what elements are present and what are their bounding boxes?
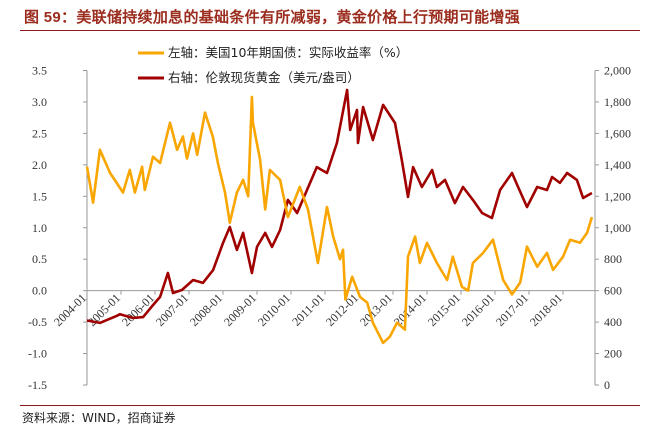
right-axis-tick-label: 2,000	[604, 64, 631, 78]
title-divider	[20, 30, 640, 31]
right-axis-tick-label: 200	[604, 347, 622, 361]
left-axis-tick-label: -1.0	[28, 347, 47, 361]
right-axis-tick-label: 800	[604, 252, 622, 266]
x-axis-tick-label: 2004-01	[51, 291, 89, 329]
series-line-gold-price	[86, 88, 593, 325]
x-axis-tick-label: 2011-01	[289, 291, 327, 329]
source-note: 资料来源：WIND，招商证券	[22, 411, 176, 425]
left-axis-tick-label: 2.5	[32, 126, 47, 140]
left-axis-tick-label: 3.0	[32, 95, 47, 109]
left-axis-tick-label: 1.0	[32, 221, 47, 235]
right-axis-tick-label: 0	[604, 378, 610, 392]
x-axis-tick-label: 2009-01	[221, 291, 259, 329]
left-axis-tick-label: 2.0	[32, 158, 47, 172]
legend: 左轴：美国10年期国债：实际收益率（%） 右轴：伦敦现货黄金（美元/盎司）	[138, 45, 408, 85]
x-axis-tick-label: 2006-01	[119, 291, 157, 329]
figure-number: 图 59：	[24, 9, 77, 26]
right-axis-tick-label: 400	[604, 315, 622, 329]
left-axis-tick-label: 1.5	[32, 189, 47, 203]
legend-label-gold: 右轴：伦敦现货黄金（美元/盎司）	[168, 70, 360, 85]
right-axis-tick-label: 1,200	[604, 189, 631, 203]
x-axis-tick-label: 2018-01	[527, 291, 565, 329]
series-line-real-yield	[85, 95, 594, 345]
x-axis-tick-label: 2005-01	[85, 291, 123, 329]
right-axis-tick-label: 1,400	[604, 158, 631, 172]
left-axis-tick-label: 3.5	[32, 64, 47, 78]
left-axis-tick-label: -1.5	[28, 378, 47, 392]
source-divider	[20, 405, 640, 406]
left-axis-tick-label: 0.5	[32, 252, 47, 266]
right-axis-tick-label: 600	[604, 284, 622, 298]
x-axis-tick-label: 2015-01	[425, 291, 463, 329]
x-axis-tick-label: 2012-01	[323, 291, 361, 329]
chart-title: 图 59：美联储持续加息的基础条件有所减弱，黄金价格上行预期可能增强	[24, 6, 520, 27]
right-axis-tick-label: 1,000	[604, 221, 631, 235]
chart-title-text: 美联储持续加息的基础条件有所减弱，黄金价格上行预期可能增强	[76, 8, 521, 26]
right-axis-tick-label: 1,800	[604, 95, 631, 109]
right-axis-tick-label: 1,600	[604, 126, 631, 140]
x-axis-tick-label: 2010-01	[255, 291, 293, 329]
left-axis-tick-label: -0.5	[28, 315, 47, 329]
x-axis-tick-label: 2013-01	[357, 291, 395, 329]
x-axis-tick-label: 2008-01	[187, 291, 225, 329]
legend-label-yield: 左轴：美国10年期国债：实际收益率（%）	[168, 45, 408, 60]
series	[85, 88, 594, 345]
left-axis-tick-label: 0.0	[32, 284, 47, 298]
axes: 3.5 3.0 2.5 2.0 1.5 1.0 0.5 0.0 -0.5 -1.0 -1.5 2,00…	[28, 64, 631, 393]
x-axis-tick-label: 2016-01	[459, 291, 497, 329]
x-axis-tick-label: 2017-01	[493, 291, 531, 329]
